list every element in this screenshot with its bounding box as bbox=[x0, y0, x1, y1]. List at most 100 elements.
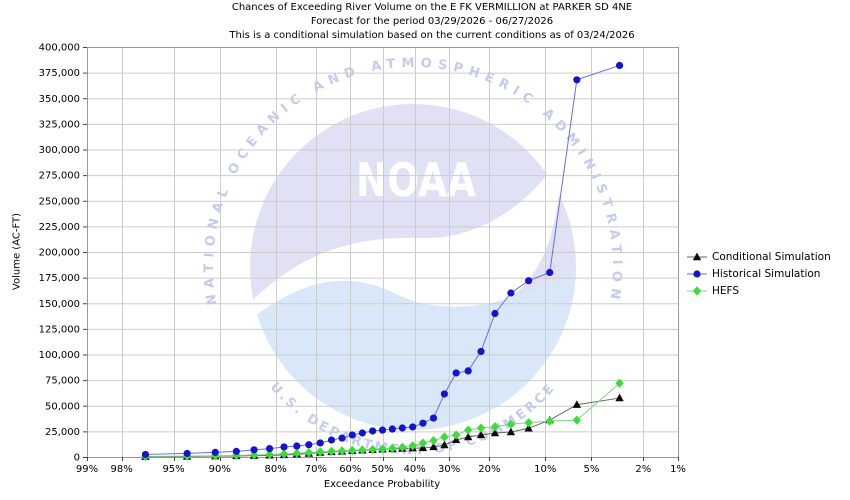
data-point-circle bbox=[464, 367, 472, 375]
data-point-diamond bbox=[524, 418, 533, 428]
data-point-circle bbox=[265, 444, 274, 453]
data-point-triangle bbox=[490, 428, 500, 437]
data-point-triangle bbox=[429, 442, 438, 451]
legend-item-hefs: HEFS bbox=[686, 282, 831, 299]
data-point-triangle bbox=[572, 400, 582, 408]
x-tick-label: 5% bbox=[583, 464, 599, 475]
data-point-circle bbox=[232, 447, 240, 455]
data-point-diamond bbox=[348, 445, 357, 455]
data-point-diamond bbox=[440, 432, 449, 442]
data-point-circle bbox=[305, 441, 313, 449]
data-point-diamond bbox=[368, 444, 377, 455]
y-tick-label: 200,000 bbox=[39, 248, 80, 259]
data-point-diamond bbox=[292, 448, 302, 458]
chart-title-line1: Chances of Exceeding River Volume on the… bbox=[231, 2, 633, 13]
y-tick-label: 175,000 bbox=[39, 273, 80, 284]
data-point-circle bbox=[507, 289, 515, 297]
data-point-triangle bbox=[506, 427, 516, 436]
data-point-circle bbox=[316, 439, 324, 447]
data-point-diamond bbox=[316, 447, 325, 457]
axis-ticks bbox=[83, 47, 679, 461]
data-point-diamond bbox=[545, 416, 554, 426]
x-tick-label: 30% bbox=[438, 464, 460, 475]
data-point-circle bbox=[477, 347, 485, 356]
data-point-circle bbox=[440, 390, 449, 398]
chart-title-line2: Forecast for the period 03/29/2026 - 06/… bbox=[310, 16, 554, 27]
data-point-triangle bbox=[524, 423, 533, 432]
x-tick-label: 60% bbox=[339, 464, 361, 475]
data-point-circle bbox=[358, 429, 366, 437]
y-tick-label: 100,000 bbox=[39, 350, 80, 361]
data-point-diamond bbox=[429, 436, 438, 446]
data-point-circle bbox=[388, 425, 396, 433]
data-point-diamond bbox=[476, 423, 486, 433]
data-point-triangle bbox=[463, 432, 473, 441]
data-point-circle bbox=[615, 61, 624, 70]
y-tick-label: 375,000 bbox=[39, 68, 80, 79]
x-tick-label: 90% bbox=[209, 464, 231, 475]
data-point-circle bbox=[280, 443, 288, 451]
x-tick-label: 99% bbox=[76, 464, 98, 475]
data-point-diamond bbox=[358, 445, 367, 455]
data-point-diamond bbox=[378, 444, 387, 454]
y-tick-label: 50,000 bbox=[45, 401, 80, 412]
y-tick-label: 275,000 bbox=[39, 171, 80, 182]
data-point-diamond bbox=[490, 422, 500, 432]
legend: Conditional Simulation Historical Simula… bbox=[686, 248, 831, 299]
data-point-circle bbox=[348, 431, 356, 439]
y-tick-label: 300,000 bbox=[39, 145, 80, 156]
data-point-circle bbox=[141, 450, 150, 459]
legend-item-historical-simulation: Historical Simulation bbox=[686, 265, 831, 282]
x-tick-label: 10% bbox=[534, 464, 556, 475]
diamond-marker-icon bbox=[686, 285, 708, 297]
data-point-circle bbox=[573, 76, 581, 84]
data-point-diamond bbox=[418, 438, 428, 448]
x-tick-label: 2% bbox=[635, 464, 651, 475]
legend-label: Conditional Simulation bbox=[712, 250, 831, 263]
x-tick-label: 80% bbox=[264, 464, 286, 475]
series-diamond bbox=[141, 378, 624, 461]
y-tick-label: 250,000 bbox=[39, 196, 80, 207]
x-axis-label: Exceedance Probability bbox=[323, 479, 441, 490]
chart-title-block: Chances of Exceeding River Volume on the… bbox=[7, 1, 850, 43]
data-point-diamond bbox=[615, 378, 624, 388]
y-tick-label: 150,000 bbox=[39, 299, 80, 310]
data-point-circle bbox=[378, 426, 387, 434]
y-axis-label: Volume (AC-FT) bbox=[11, 212, 23, 291]
x-tick-label: 95% bbox=[162, 464, 184, 475]
data-point-diamond bbox=[572, 415, 582, 425]
data-point-diamond bbox=[408, 441, 417, 451]
y-tick-label: 325,000 bbox=[39, 119, 80, 130]
data-point-diamond bbox=[463, 425, 473, 435]
y-tick-label: 25,000 bbox=[45, 427, 80, 438]
legend-label: Historical Simulation bbox=[712, 267, 821, 280]
data-point-circle bbox=[183, 449, 191, 458]
data-point-circle bbox=[398, 424, 406, 432]
noaa-wordmark: NOAA bbox=[356, 153, 476, 207]
y-tick-label: 225,000 bbox=[39, 222, 80, 233]
y-tick-label: 350,000 bbox=[39, 94, 80, 105]
data-point-circle bbox=[429, 414, 438, 422]
data-point-diamond bbox=[304, 447, 314, 458]
data-point-diamond bbox=[265, 449, 274, 460]
x-tick-label: 50% bbox=[371, 464, 393, 475]
chart-title-line3: This is a conditional simulation based o… bbox=[229, 30, 635, 41]
data-point-triangle bbox=[615, 393, 624, 402]
y-tick-label: 125,000 bbox=[39, 324, 80, 335]
data-point-diamond bbox=[451, 430, 461, 440]
data-point-circle bbox=[250, 446, 258, 454]
y-tick-label: 400,000 bbox=[39, 43, 80, 54]
data-point-circle bbox=[338, 434, 346, 442]
x-tick-label: 1% bbox=[670, 464, 686, 475]
y-tick-label: 0 bbox=[74, 453, 80, 464]
data-point-circle bbox=[327, 436, 336, 444]
x-tick-label: 98% bbox=[111, 464, 133, 475]
data-point-circle bbox=[211, 448, 219, 456]
data-point-circle bbox=[491, 309, 499, 318]
data-point-circle bbox=[293, 442, 301, 450]
data-point-triangle bbox=[476, 430, 486, 439]
data-point-diamond bbox=[337, 446, 347, 456]
